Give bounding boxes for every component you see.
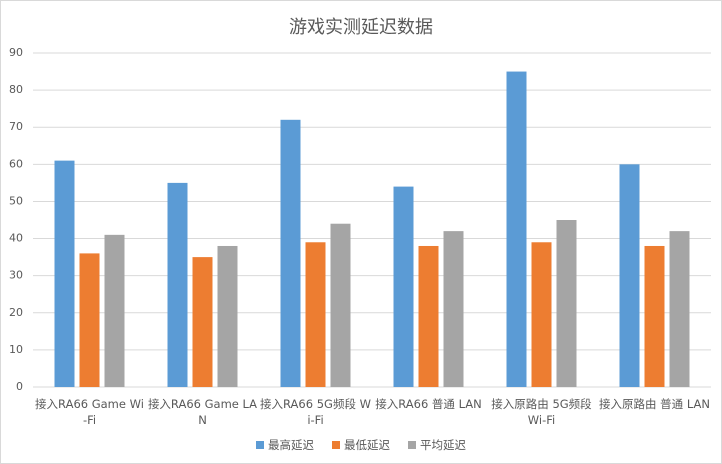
x-tick-label: 接入RA66 Game Wi-Fi (35, 397, 144, 427)
y-tick-label: 10 (9, 343, 23, 356)
bar (556, 220, 577, 387)
bar (506, 71, 527, 388)
bar (443, 231, 464, 387)
bar (79, 253, 100, 387)
bar (217, 245, 238, 387)
y-tick-label: 80 (9, 83, 23, 96)
bar (644, 245, 665, 387)
y-tick-label: 90 (9, 46, 23, 59)
y-tick-label: 70 (9, 120, 23, 133)
legend: 最高延迟 最低延迟 平均延迟 (1, 437, 721, 453)
legend-swatch (256, 441, 264, 449)
legend-swatch (332, 441, 340, 449)
legend-item: 平均延迟 (408, 437, 466, 453)
legend-item: 最高延迟 (256, 437, 314, 453)
y-tick-label: 20 (9, 306, 23, 319)
y-tick-label: 50 (9, 194, 23, 207)
bar (669, 231, 690, 387)
legend-swatch (408, 441, 416, 449)
y-tick-label: 0 (16, 380, 23, 393)
legend-label: 最低延迟 (344, 438, 390, 452)
x-tick-label: 接入原路由 5G频段 Wi-Fi (491, 397, 592, 427)
y-tick-label: 30 (9, 269, 23, 282)
bar (305, 242, 326, 387)
legend-label: 最高延迟 (268, 438, 314, 452)
chart-title: 游戏实测延迟数据 (289, 17, 433, 38)
x-tick-label: 接入RA66 普通 LAN (375, 397, 482, 411)
x-tick-label: 接入RA66 Game LAN (147, 397, 258, 427)
y-tick-label: 60 (9, 157, 23, 170)
bar (393, 186, 414, 387)
bar (167, 182, 188, 387)
bar (619, 164, 640, 387)
x-tick-label: 接入原路由 普通 LAN (599, 397, 710, 411)
bar (418, 245, 439, 387)
bar (330, 223, 351, 387)
bar (54, 160, 75, 387)
bar (280, 119, 301, 388)
bar (192, 257, 213, 387)
legend-label: 平均延迟 (420, 438, 466, 452)
bar (531, 242, 552, 387)
bar (104, 234, 125, 387)
legend-item: 最低延迟 (332, 437, 390, 453)
x-tick-label: 接入RA66 5G频段 Wi-Fi (260, 397, 371, 427)
y-tick-label: 40 (9, 232, 23, 245)
